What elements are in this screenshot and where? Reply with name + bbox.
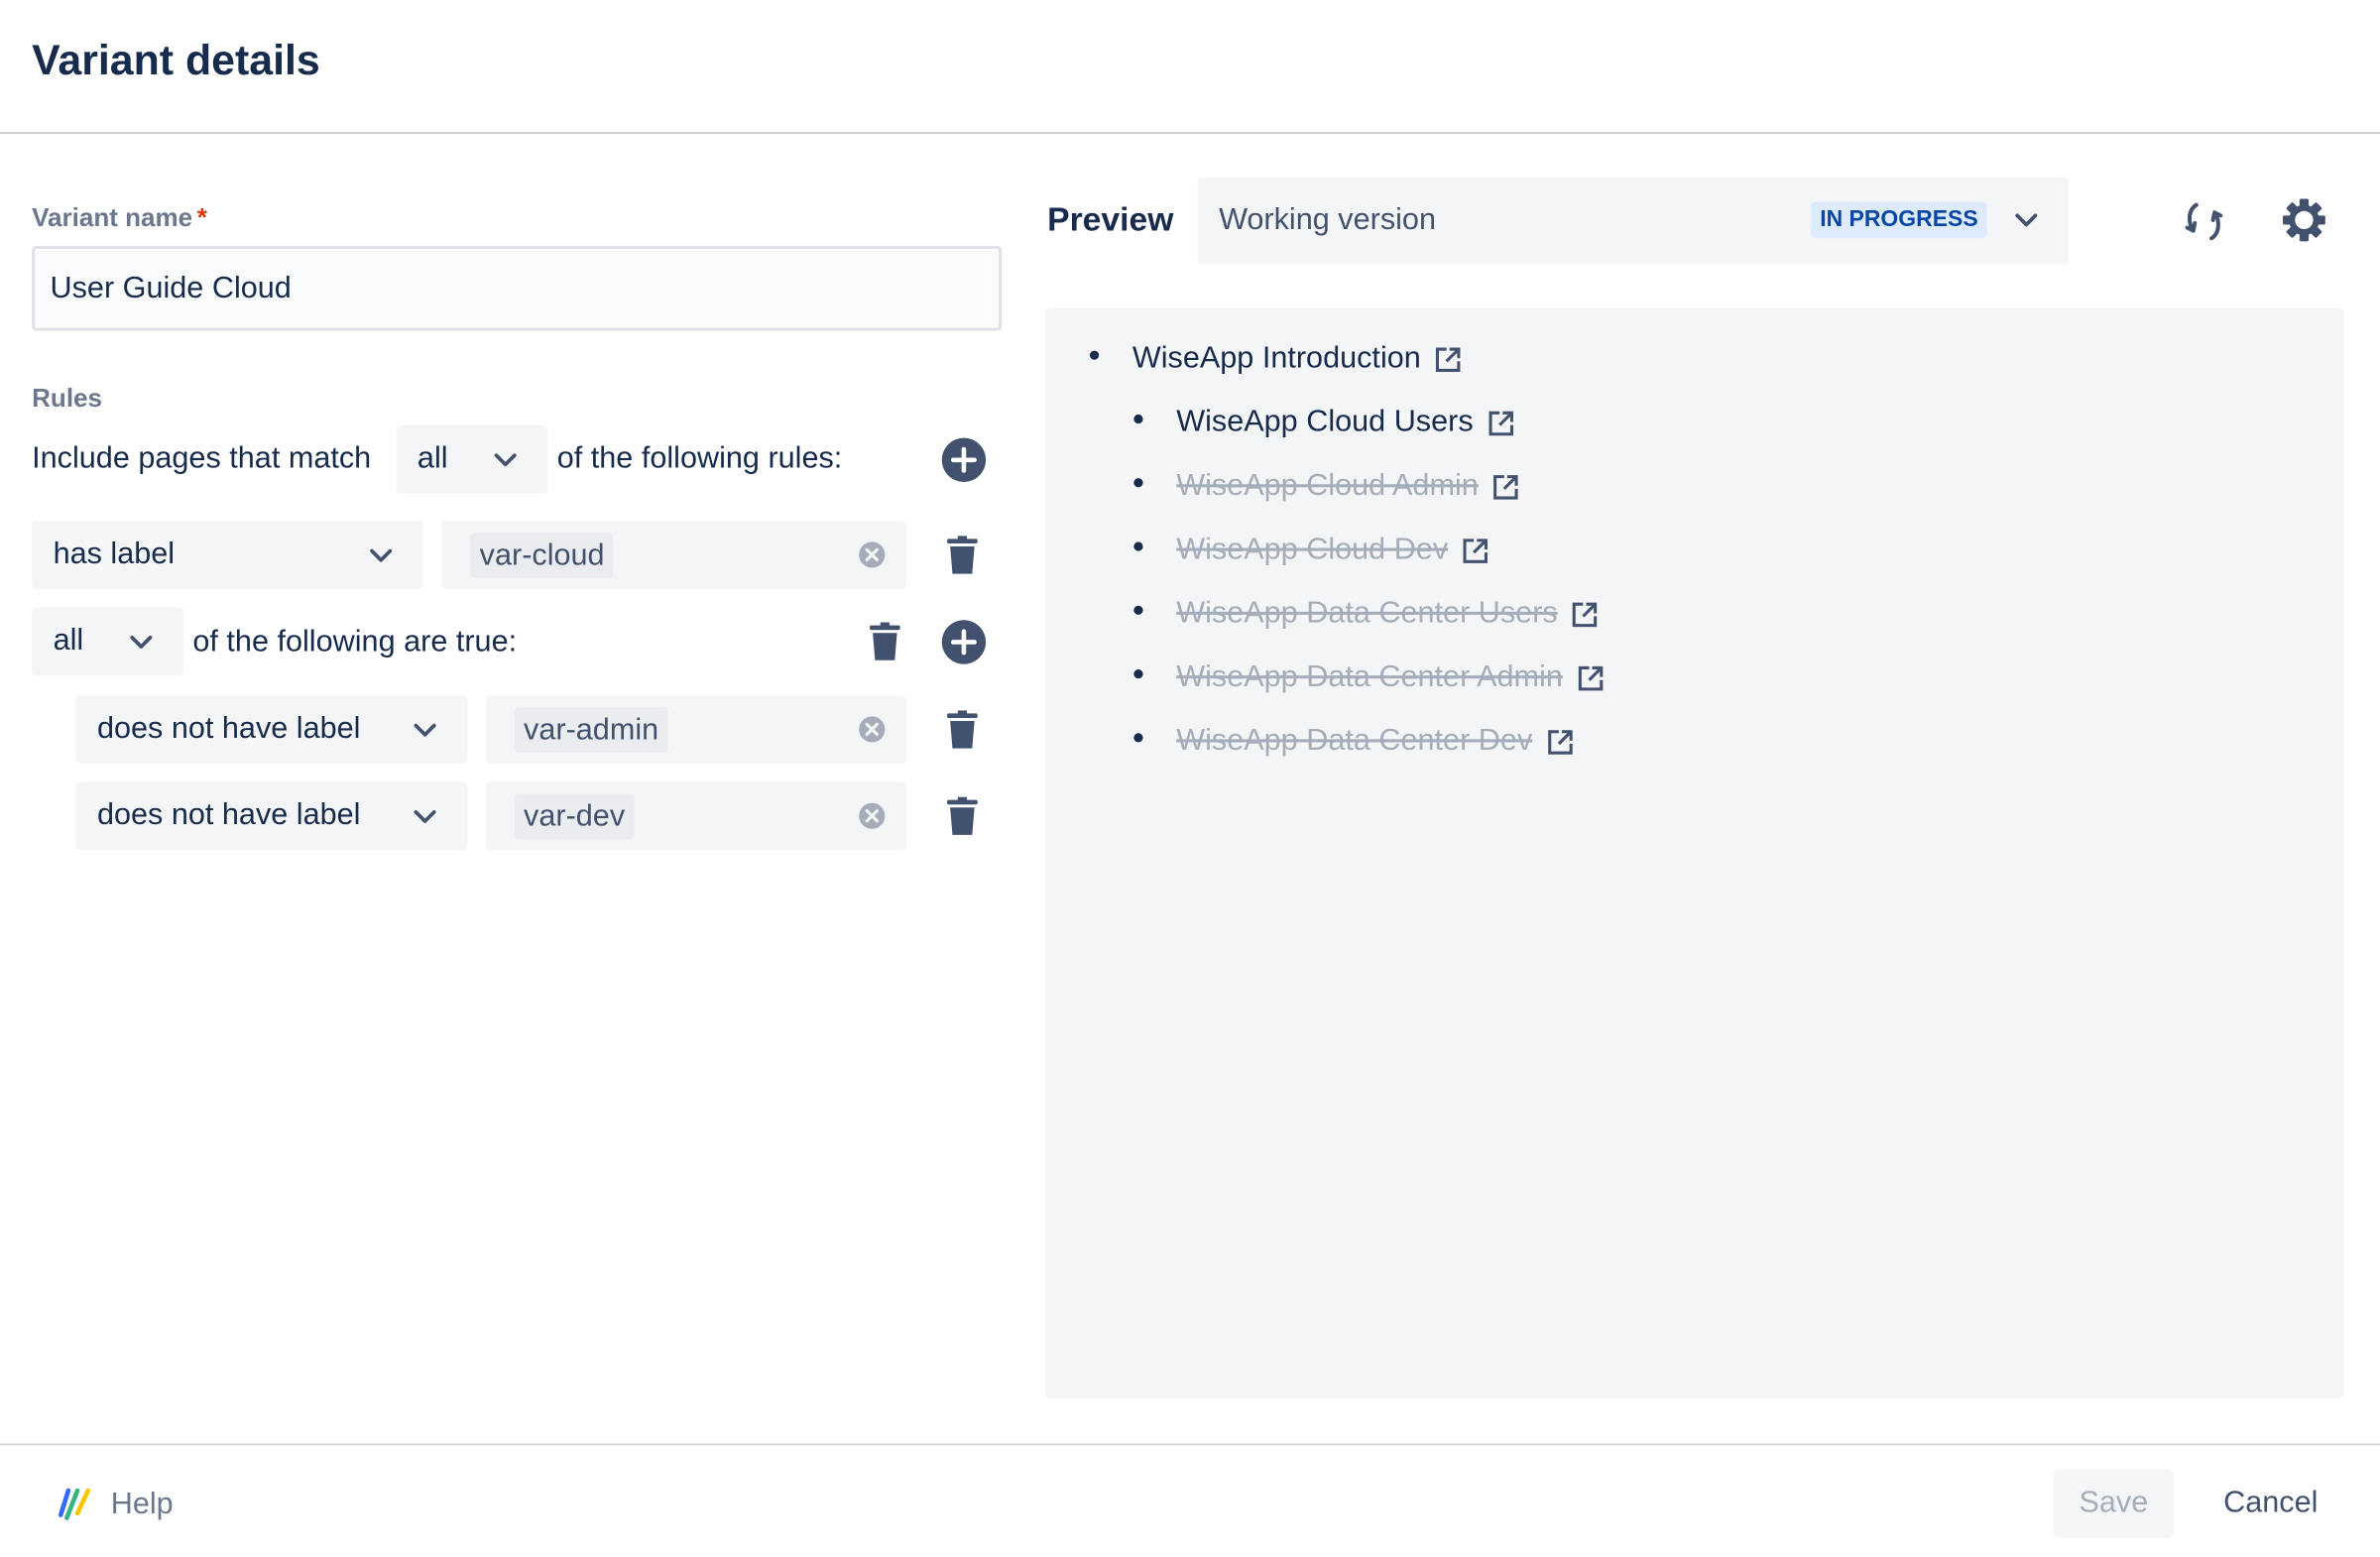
chevron-down-icon <box>2013 206 2041 234</box>
label-tag: var-admin <box>514 707 668 754</box>
chevron-down-icon <box>412 803 439 831</box>
rule-condition-value: does not have label <box>96 798 361 832</box>
preview-page-item: WiseApp Cloud Users <box>1176 406 1515 440</box>
preview-page-item: WiseApp Introduction <box>1132 341 1464 376</box>
refresh-icon[interactable] <box>2183 199 2225 245</box>
cancel-button[interactable]: Cancel <box>2223 1486 2319 1520</box>
page-title: WiseApp Data Center Dev <box>1176 724 1533 758</box>
trash-icon[interactable] <box>869 623 902 662</box>
label-tag: var-cloud <box>470 533 614 579</box>
chevron-down-icon <box>412 716 439 744</box>
bullet-icon <box>1133 605 1143 615</box>
group-mode-select[interactable]: all <box>32 607 184 676</box>
variant-name-value: User Guide Cloud <box>50 271 292 305</box>
version-select[interactable]: Working version IN PROGRESS <box>1197 178 2070 265</box>
version-value: Working version <box>1219 203 1436 237</box>
clear-icon[interactable] <box>858 715 887 744</box>
bullet-icon <box>1133 478 1143 488</box>
trash-icon[interactable] <box>946 797 980 837</box>
external-link-icon[interactable] <box>1490 471 1521 502</box>
header-divider <box>0 132 2380 134</box>
footer-divider <box>0 1443 2380 1446</box>
preview-page-item: WiseApp Data Center Admin <box>1176 660 1605 695</box>
external-link-icon[interactable] <box>1575 662 1606 693</box>
clear-icon[interactable] <box>858 540 887 569</box>
variant-name-input[interactable]: User Guide Cloud <box>32 245 1003 331</box>
rule-condition-select[interactable]: does not have label <box>75 781 468 851</box>
bullet-icon <box>1089 350 1100 360</box>
preview-label: Preview <box>1047 200 1174 239</box>
rule-label-input[interactable]: var-admin <box>485 695 906 764</box>
external-link-icon[interactable] <box>1433 344 1464 375</box>
help-logo-icon <box>58 1488 91 1520</box>
page-title: WiseApp Cloud Admin <box>1176 468 1479 503</box>
bullet-icon <box>1133 733 1143 743</box>
preview-panel: WiseApp Introduction WiseApp Cloud Users W… <box>1045 307 2344 1398</box>
variant-name-label: Variant name * <box>32 203 207 234</box>
preview-page-item: WiseApp Data Center Dev <box>1176 724 1575 759</box>
rule-condition-value: has label <box>53 537 176 571</box>
external-link-icon[interactable] <box>1486 408 1516 438</box>
match-mode-value: all <box>416 441 448 476</box>
preview-page-item: WiseApp Cloud Admin <box>1176 469 1520 504</box>
page-title: WiseApp Cloud Dev <box>1176 533 1449 566</box>
gear-icon[interactable] <box>2281 197 2326 243</box>
status-badge: IN PROGRESS <box>1811 201 1987 239</box>
page-title: Variant details <box>32 36 320 84</box>
chevron-down-icon <box>492 446 520 474</box>
page-title: WiseApp Cloud Users <box>1176 405 1474 439</box>
bullet-icon <box>1133 414 1143 424</box>
add-subrule-icon[interactable] <box>941 619 987 664</box>
bullet-icon <box>1133 541 1143 551</box>
external-link-icon[interactable] <box>1460 536 1490 566</box>
clear-icon[interactable] <box>858 801 887 830</box>
rule-label-input[interactable]: var-cloud <box>441 520 906 589</box>
help-link[interactable]: Help <box>110 1487 174 1521</box>
required-mark: * <box>196 203 207 233</box>
preview-page-item: WiseApp Data Center Users <box>1176 597 1600 632</box>
rule-condition-select[interactable]: has label <box>32 520 424 589</box>
chevron-down-icon <box>367 541 395 569</box>
external-link-icon[interactable] <box>1544 726 1575 757</box>
page-title: WiseApp Data Center Users <box>1176 596 1558 631</box>
rule-label-input[interactable]: var-dev <box>485 781 906 851</box>
include-prefix: Include pages that match <box>32 441 372 476</box>
rule-condition-value: does not have label <box>96 711 361 746</box>
label-tag: var-dev <box>514 793 635 840</box>
trash-icon[interactable] <box>946 710 980 750</box>
preview-page-item: WiseApp Cloud Dev <box>1176 533 1490 567</box>
match-mode-select[interactable]: all <box>396 424 548 494</box>
include-suffix: of the following rules: <box>556 441 843 476</box>
rule-condition-select[interactable]: does not have label <box>75 695 468 764</box>
add-rule-icon[interactable] <box>941 437 987 483</box>
page-title: WiseApp Data Center Admin <box>1176 659 1563 694</box>
external-link-icon[interactable] <box>1570 599 1601 630</box>
page-title: WiseApp Introduction <box>1131 341 1421 376</box>
chevron-down-icon <box>128 629 156 657</box>
save-button[interactable]: Save <box>2053 1469 2174 1538</box>
rules-label: Rules <box>32 384 103 414</box>
variant-name-label-text: Variant name <box>32 203 193 233</box>
group-mode-value: all <box>53 624 84 658</box>
group-text: of the following are true: <box>192 625 518 659</box>
trash-icon[interactable] <box>946 536 980 575</box>
bullet-icon <box>1133 668 1143 679</box>
